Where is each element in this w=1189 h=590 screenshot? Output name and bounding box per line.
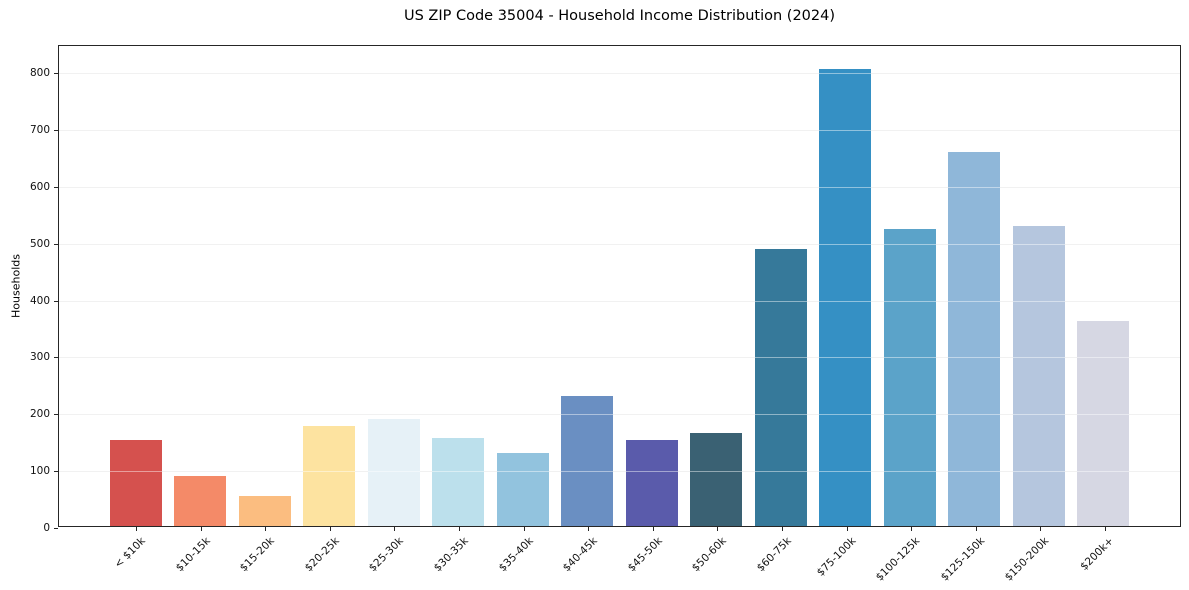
gridline bbox=[59, 357, 1180, 358]
y-axis-label: Households bbox=[9, 254, 23, 318]
y-tick-mark bbox=[54, 301, 58, 302]
x-tick-label-text: $30-35k bbox=[431, 535, 471, 575]
gridlines-layer bbox=[59, 46, 1180, 526]
y-tick-label: 600 bbox=[29, 181, 50, 193]
gridline-overlay bbox=[59, 301, 1180, 302]
y-tick-mark bbox=[54, 244, 58, 245]
x-tick-mark bbox=[1105, 527, 1106, 531]
gridline-overlay bbox=[59, 73, 1180, 74]
y-tick-label: 300 bbox=[29, 351, 50, 363]
bar bbox=[754, 248, 807, 526]
gridline-overlay bbox=[59, 471, 1180, 472]
bar bbox=[174, 475, 227, 526]
x-tick-mark bbox=[588, 527, 589, 531]
y-tick-label: 700 bbox=[29, 124, 50, 136]
gridline bbox=[59, 187, 1180, 188]
x-tick-mark bbox=[459, 527, 460, 531]
x-tick-label-text: $25-30k bbox=[366, 535, 406, 575]
x-tick-label-text: $125-150k bbox=[938, 535, 988, 584]
x-tick-mark bbox=[782, 527, 783, 531]
y-tick-mark bbox=[54, 73, 58, 74]
gridline bbox=[59, 414, 1180, 415]
x-tick-label-text: $10-15k bbox=[173, 535, 213, 575]
x-tick-label-text: $35-40k bbox=[496, 535, 536, 575]
y-axis-ticks: 0 100 200 300 400 500 600 700 800 bbox=[30, 46, 1180, 534]
x-tick-mark bbox=[265, 527, 266, 531]
x-tick-mark bbox=[976, 527, 977, 531]
chart-title: US ZIP Code 35004 - Household Income Dis… bbox=[403, 8, 836, 24]
x-axis-ticks: < $10k $10-15k $15-20k $20-25k $25-30k $30-35… bbox=[59, 46, 1180, 584]
y-tick-label: 400 bbox=[29, 295, 50, 307]
x-tick-label-text: $60-75k bbox=[754, 535, 794, 575]
x-tick-mark bbox=[1040, 527, 1041, 531]
x-tick-label-text: $100-125k bbox=[873, 535, 923, 584]
x-tick-label-text: $20-25k bbox=[302, 535, 342, 575]
y-tick-mark bbox=[54, 187, 58, 188]
y-tick-label: 200 bbox=[29, 408, 50, 420]
x-tick-mark bbox=[330, 527, 331, 531]
x-tick-label-text: $200k+ bbox=[1078, 535, 1117, 573]
x-tick-mark bbox=[653, 527, 654, 531]
x-tick-mark bbox=[394, 527, 395, 531]
bar bbox=[367, 419, 420, 526]
x-tick-label-text: < $10k bbox=[111, 535, 148, 571]
y-tick-label: 800 bbox=[29, 67, 50, 79]
y-tick-label: 0 bbox=[43, 522, 50, 534]
gridline-overlay bbox=[59, 414, 1180, 415]
y-tick-mark bbox=[54, 130, 58, 131]
x-tick-mark bbox=[201, 527, 202, 531]
x-tick-mark bbox=[717, 527, 718, 531]
bar bbox=[948, 152, 1001, 526]
y-tick-label: 500 bbox=[29, 238, 50, 250]
gridline bbox=[59, 301, 1180, 302]
y-tick-label: 100 bbox=[29, 465, 50, 477]
gridline bbox=[59, 73, 1180, 74]
bar bbox=[561, 396, 614, 526]
x-tick-mark bbox=[524, 527, 525, 531]
y-tick-mark bbox=[54, 414, 58, 415]
x-tick-label-text: $75-100k bbox=[814, 535, 859, 579]
x-tick-label-text: $45-50k bbox=[625, 535, 665, 575]
bar bbox=[109, 439, 162, 526]
x-tick-mark bbox=[847, 527, 848, 531]
bar bbox=[1077, 320, 1130, 526]
x-tick-label-text: $15-20k bbox=[237, 535, 277, 575]
gridline bbox=[59, 471, 1180, 472]
gridline-overlay bbox=[59, 244, 1180, 245]
bar bbox=[432, 437, 485, 526]
bar bbox=[238, 496, 291, 526]
bars-layer bbox=[59, 46, 1180, 526]
bar bbox=[303, 426, 356, 526]
bar bbox=[625, 439, 678, 526]
gridline bbox=[59, 244, 1180, 245]
x-tick-label-text: $50-60k bbox=[689, 535, 729, 575]
bar bbox=[819, 68, 872, 526]
bar bbox=[690, 432, 743, 526]
gridline bbox=[59, 130, 1180, 131]
x-tick-label-text: $40-45k bbox=[560, 535, 600, 575]
x-tick-label-text: $150-200k bbox=[1002, 535, 1052, 584]
x-tick-mark bbox=[911, 527, 912, 531]
y-tick-mark bbox=[54, 528, 58, 529]
gridlines-overlay-layer bbox=[59, 46, 1180, 526]
gridline-overlay bbox=[59, 357, 1180, 358]
gridline-overlay bbox=[59, 187, 1180, 188]
gridline-overlay bbox=[59, 130, 1180, 131]
bar bbox=[883, 228, 936, 526]
plot-area: 0 100 200 300 400 500 600 700 800 < $10k $10-15k $… bbox=[30, 45, 1181, 584]
x-tick-mark bbox=[136, 527, 137, 531]
y-tick-mark bbox=[54, 471, 58, 472]
y-tick-mark bbox=[54, 357, 58, 358]
bar bbox=[1012, 226, 1065, 526]
bar bbox=[496, 452, 549, 526]
